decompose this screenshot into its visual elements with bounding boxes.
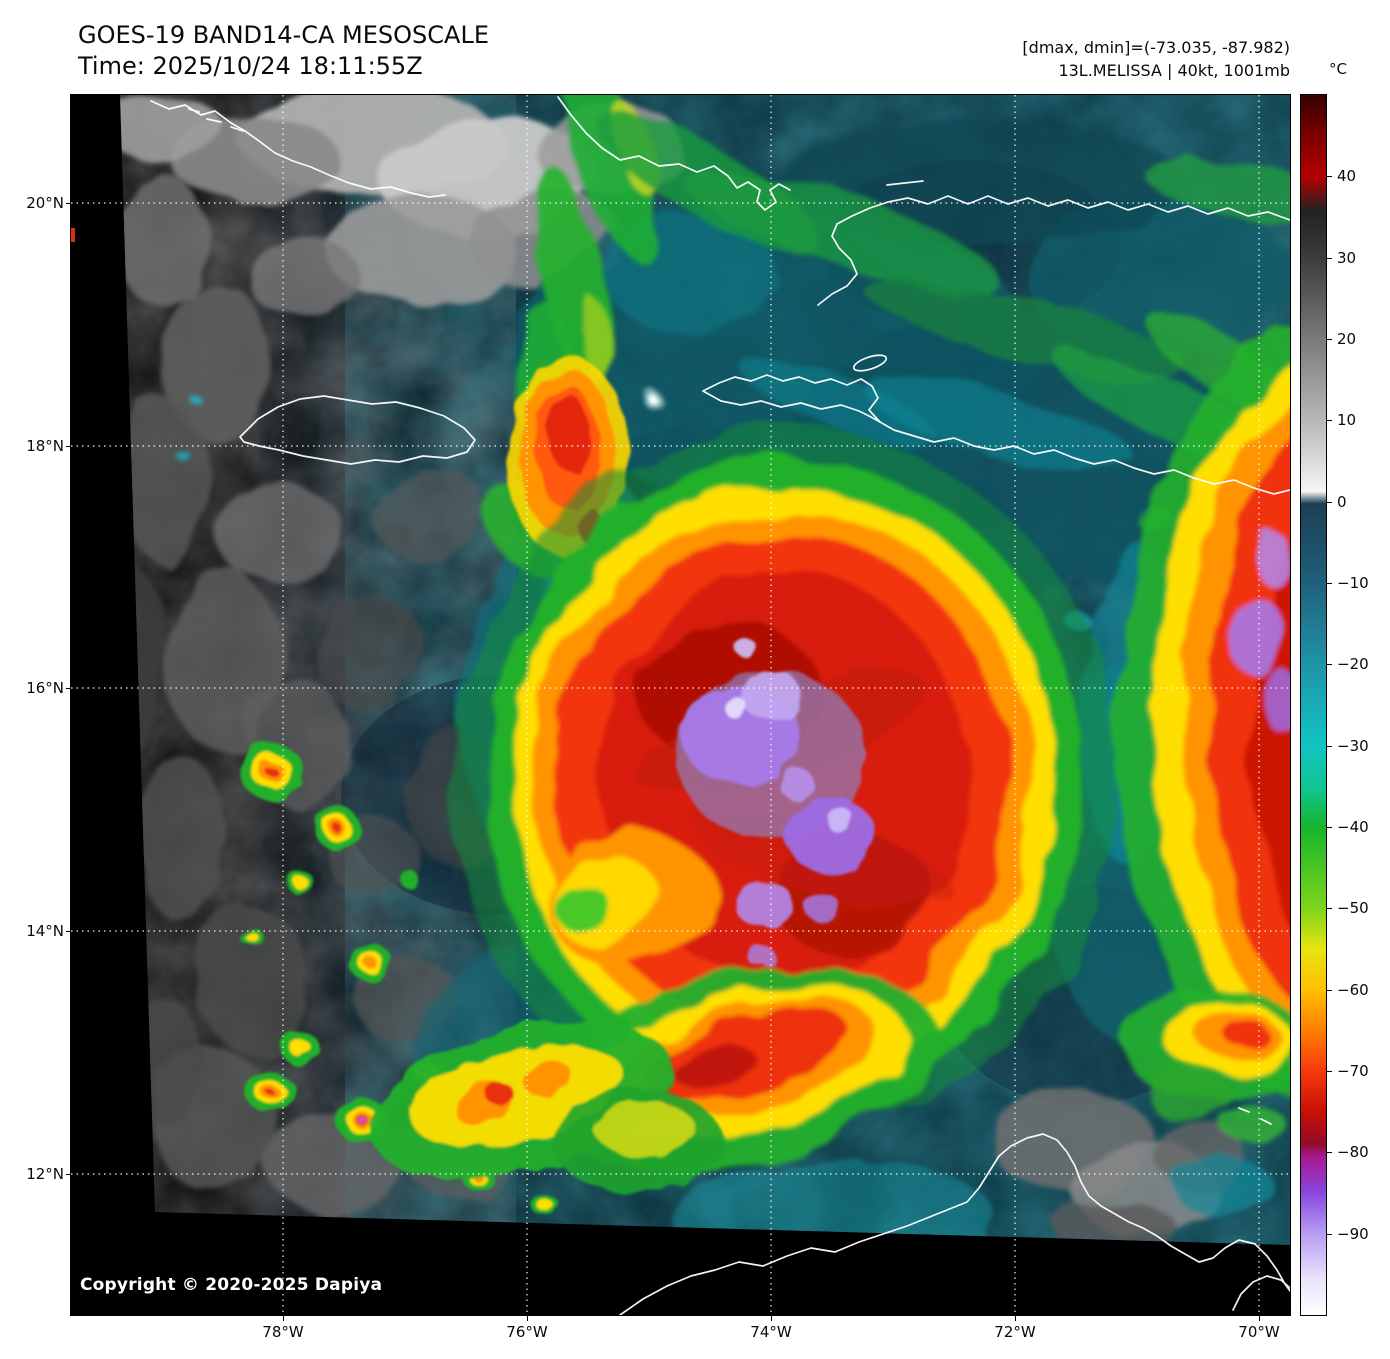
colorbar [1300,94,1327,1316]
meta: [dmax, dmin]=(-73.035, -87.982) 13L.MELI… [1022,36,1290,82]
colorbar-tick-mark [1327,339,1332,340]
copyright: Copyright © 2020-2025 Dapiya [80,1275,383,1295]
lat-axis-label: 20°N [26,194,64,212]
lon-axis-label: 70°W [1238,1323,1280,1341]
satellite-image [71,95,1290,1315]
axis-tick-mark [66,203,71,204]
lon-axis-label: 78°W [262,1323,304,1341]
colorbar-tick-label: 0 [1337,493,1347,511]
hispaniola-north-coast [817,195,1290,306]
colorbar-tick-mark [1327,1234,1332,1235]
colorbar-tick-label: −60 [1337,981,1369,999]
storm-info: 13L.MELISSA | 40kt, 1001mb [1058,61,1290,80]
axis-tick-mark [66,931,71,932]
axis-tick-mark [1259,1316,1260,1321]
axis-tick-mark [771,1316,772,1321]
colorbar-tick-label: 20 [1337,330,1357,348]
colorbar-tick-mark [1327,1152,1332,1153]
colorbar-tick-label: 40 [1337,167,1357,185]
range-info: [dmax, dmin]=(-73.035, -87.982) [1022,38,1290,57]
colorbar-tick-mark [1327,908,1332,909]
colorbar-tick-mark [1327,502,1332,503]
east-storm [1118,330,1290,1103]
lon-axis-label: 72°W [994,1323,1036,1341]
colorbar-tick-label: −50 [1337,899,1369,917]
coastlines [150,96,1290,1315]
colorbar-tick-mark [1327,827,1332,828]
hispaniola-south-coast [702,374,1290,495]
colorbar-tick-mark [1327,258,1332,259]
colorbar-tick-mark [1327,420,1332,421]
colorbar-tick-mark [1327,746,1332,747]
lon-axis-label: 74°W [750,1323,792,1341]
lat-axis-label: 12°N [26,1165,64,1183]
product-title: GOES-19 BAND14-CA MESOSCALE [78,21,489,49]
south-america-coast [619,1133,1290,1315]
axis-tick-mark [283,1316,284,1321]
colorbar-tick-label: −40 [1337,818,1369,836]
colorbar-tick-label: −90 [1337,1225,1369,1243]
colorbar-tick-label: −80 [1337,1143,1369,1161]
small-cells [240,744,721,1215]
cuba-coast [150,100,446,198]
colorbar-tick-mark [1327,990,1332,991]
data-swath [120,95,1290,1245]
colorbar-tick-mark [1327,1071,1332,1072]
lat-axis-label: 16°N [26,679,64,697]
colorbar-tick-label: −70 [1337,1062,1369,1080]
colorbar-unit: °C [1329,60,1347,78]
colorbar-tick-label: −20 [1337,655,1369,673]
timestamp: Time: 2025/10/24 18:11:55Z [78,52,423,80]
colorbar-tick-label: −30 [1337,737,1369,755]
colorbar-tick-mark [1327,176,1332,177]
colorbar-tick-mark [1327,583,1332,584]
lat-axis-label: 14°N [26,922,64,940]
colorbar-tick-label: 10 [1337,411,1357,429]
axis-tick-mark [66,1174,71,1175]
axis-tick-mark [1015,1316,1016,1321]
header: GOES-19 BAND14-CA MESOSCALE Time: 2025/1… [78,20,489,82]
lat-axis-label: 18°N [26,437,64,455]
colorbar-tick-mark [1327,664,1332,665]
lon-axis-label: 76°W [506,1323,548,1341]
satellite-map: Copyright © 2020-2025 Dapiya [70,94,1291,1316]
colorbar-tick-label: 30 [1337,249,1357,267]
axis-tick-mark [66,446,71,447]
axis-tick-mark [527,1316,528,1321]
jamaica-coast [239,395,476,465]
axis-tick-mark [66,688,71,689]
colorbar-tick-label: −10 [1337,574,1369,592]
